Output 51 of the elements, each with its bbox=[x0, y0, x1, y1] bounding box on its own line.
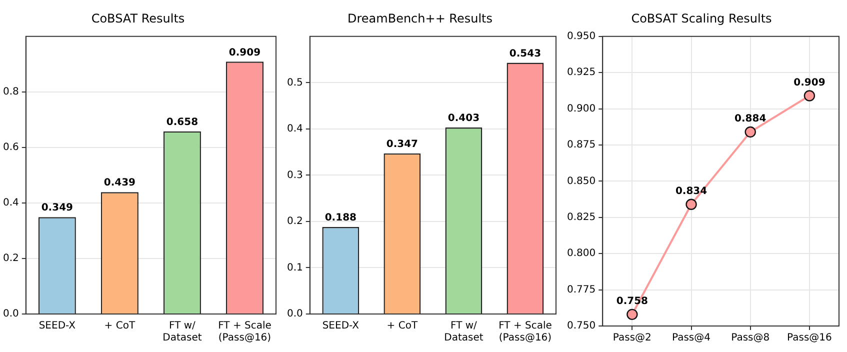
data-label: 0.347 bbox=[386, 139, 418, 150]
y-tick-label: 0.6 bbox=[2, 142, 19, 154]
chart-title: DreamBench++ Results bbox=[347, 11, 493, 26]
point bbox=[804, 90, 816, 102]
y-tick-label: 0.850 bbox=[566, 176, 596, 187]
x-tick-label: FT + Scale (Pass@16) bbox=[498, 320, 552, 344]
x-tick-label: + CoT bbox=[386, 320, 418, 332]
y-tick-label: 0.5 bbox=[286, 77, 303, 88]
x-tick-label: FT w/ Dataset bbox=[162, 320, 202, 344]
y-tick-label: 0.2 bbox=[2, 253, 19, 264]
point bbox=[744, 126, 756, 138]
x-tick-label: SEED-X bbox=[322, 320, 360, 332]
data-label: 0.658 bbox=[166, 116, 198, 128]
y-tick-label: 0.3 bbox=[286, 170, 303, 181]
x-tick-label: + CoT bbox=[104, 320, 136, 332]
data-label: 0.403 bbox=[448, 113, 480, 124]
data-label: 0.758 bbox=[616, 296, 648, 308]
y-tick-label: 0.0 bbox=[2, 308, 19, 320]
y-tick-label: 0.0 bbox=[286, 308, 303, 320]
y-tick-label: 0.8 bbox=[2, 86, 19, 98]
y-tick-label: 0.775 bbox=[566, 284, 596, 296]
x-tick-label: Pass@16 bbox=[787, 332, 832, 344]
chart-title: CoBSAT Scaling Results bbox=[631, 11, 772, 26]
data-label: 0.188 bbox=[324, 212, 357, 224]
x-tick-label: FT w/ Dataset bbox=[444, 320, 484, 344]
y-tick-label: 0.800 bbox=[566, 248, 596, 260]
y-tick-label: 0.825 bbox=[566, 212, 596, 223]
y-tick-label: 0.2 bbox=[286, 216, 303, 228]
x-tick-label: FT + Scale (Pass@16) bbox=[218, 320, 272, 344]
y-tick-label: 0.4 bbox=[2, 198, 19, 209]
x-tick-label: SEED-X bbox=[38, 320, 76, 332]
data-label: 0.543 bbox=[509, 48, 542, 60]
x-tick-label: Pass@4 bbox=[672, 332, 711, 344]
x-tick-label: Pass@2 bbox=[612, 332, 652, 344]
y-tick-label: 0.4 bbox=[286, 124, 303, 135]
x-tick-label: Pass@8 bbox=[731, 332, 770, 344]
y-tick-label: 0.1 bbox=[286, 262, 303, 274]
y-tick-label: 0.950 bbox=[566, 30, 596, 42]
y-tick-label: 0.750 bbox=[566, 320, 596, 332]
chart-title: CoBSAT Results bbox=[91, 11, 185, 26]
data-label: 0.439 bbox=[104, 178, 136, 189]
y-tick-label: 0.900 bbox=[566, 103, 596, 114]
y-tick-label: 0.925 bbox=[566, 67, 596, 78]
data-label: 0.909 bbox=[794, 77, 826, 88]
point bbox=[686, 198, 697, 210]
point bbox=[626, 308, 638, 320]
data-label: 0.834 bbox=[675, 186, 708, 197]
data-label: 0.884 bbox=[734, 114, 766, 125]
data-label: 0.349 bbox=[41, 202, 74, 214]
data-label: 0.909 bbox=[228, 47, 261, 58]
y-tick-label: 0.875 bbox=[566, 140, 596, 151]
